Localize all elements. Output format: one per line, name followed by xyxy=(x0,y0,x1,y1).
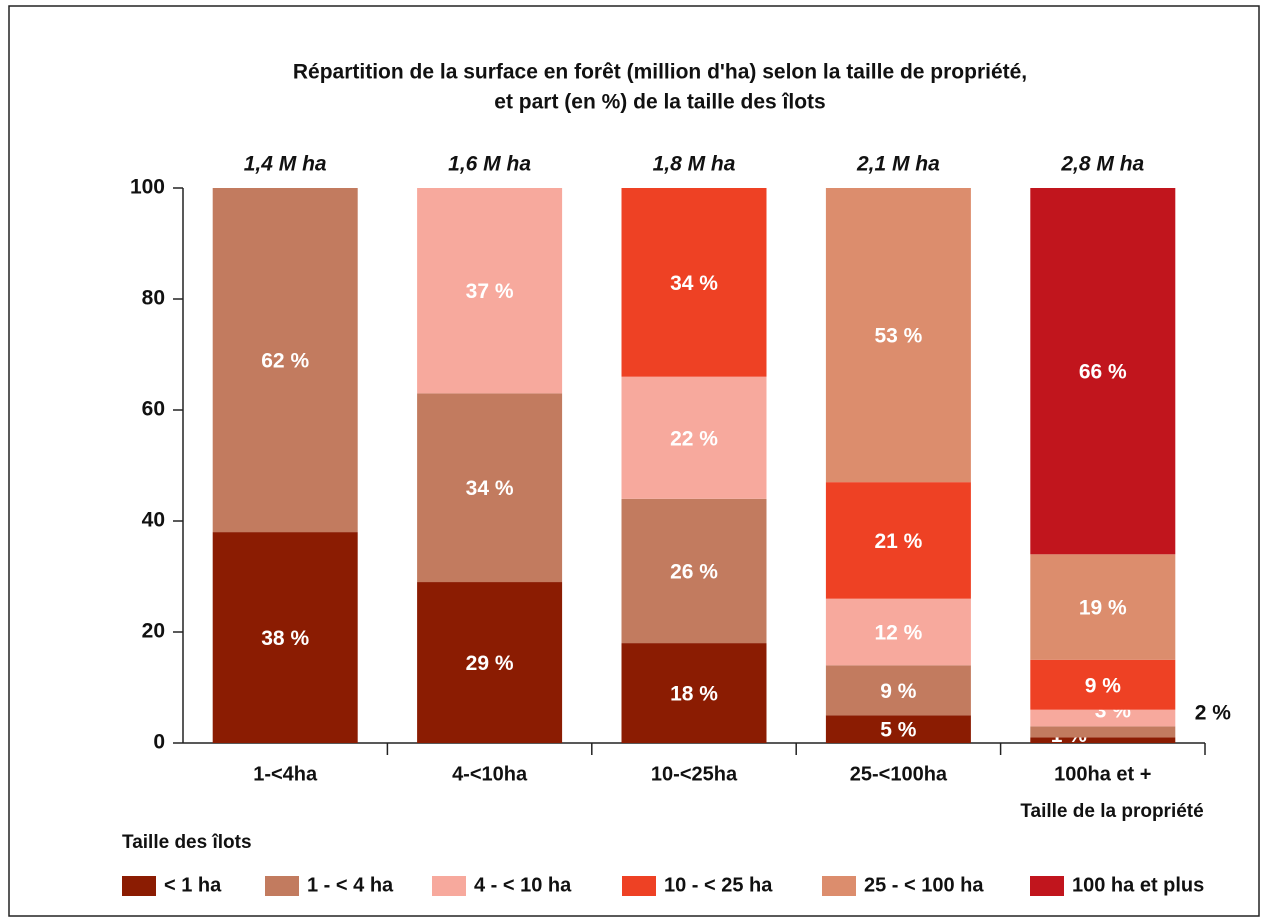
bar-segment xyxy=(212,532,358,743)
legend-label: 25 - < 100 ha xyxy=(864,874,984,896)
legend-swatch xyxy=(265,876,299,896)
frame xyxy=(8,5,1260,917)
x-tick-label: 100ha et + xyxy=(1054,763,1151,785)
data-label: 29 % xyxy=(466,652,514,675)
data-label: 22 % xyxy=(670,427,718,450)
x-axis-label: Taille de la propriété xyxy=(1020,801,1203,822)
data-label: 19 % xyxy=(1079,597,1127,620)
legend-label: 1 - < 4 ha xyxy=(307,874,394,896)
chart-subtitle: et part (en %) de la taille des îlots xyxy=(494,91,825,114)
total-label: 2,1 M ha xyxy=(856,153,940,176)
bar-segment xyxy=(1030,554,1176,660)
legend-label: 4 - < 10 ha xyxy=(474,874,572,896)
bar-segment xyxy=(417,393,563,583)
x-tick-label: 1-<4ha xyxy=(253,763,318,785)
data-label: 9 % xyxy=(1085,674,1122,697)
legend-label: 100 ha et plus xyxy=(1072,874,1204,896)
data-label: 34 % xyxy=(466,477,514,500)
bar-segment xyxy=(212,188,358,533)
x-tick-label: 25-<100ha xyxy=(850,763,948,785)
bar-segment xyxy=(621,376,767,499)
data-label: 18 % xyxy=(670,683,718,706)
data-label: 2 % xyxy=(1195,701,1232,724)
bar-segment xyxy=(825,715,971,743)
legend-label: 10 - < 25 ha xyxy=(664,874,773,896)
bar-segment xyxy=(417,582,563,743)
bar-segment xyxy=(621,643,767,743)
total-label: 1,6 M ha xyxy=(448,153,531,176)
data-label: 34 % xyxy=(670,272,718,295)
chart-title: Répartition de la surface en forêt (mill… xyxy=(293,61,1027,84)
data-label: 5 % xyxy=(880,719,917,742)
data-label: 38 % xyxy=(261,627,309,650)
total-label: 2,8 M ha xyxy=(1060,153,1144,176)
bar-segment xyxy=(825,188,971,483)
legend-swatch xyxy=(122,876,156,896)
bar-segment xyxy=(1030,726,1176,738)
data-label: 53 % xyxy=(874,325,922,348)
bar-segment xyxy=(1030,659,1176,710)
data-label: 26 % xyxy=(670,560,718,583)
y-tick-label: 100 xyxy=(130,176,165,199)
x-tick-label: 10-<25ha xyxy=(651,763,738,785)
data-label: 62 % xyxy=(261,350,309,373)
y-tick-label: 60 xyxy=(142,398,165,421)
data-label: 12 % xyxy=(874,622,922,645)
legend-swatch xyxy=(622,876,656,896)
legend-swatch xyxy=(432,876,466,896)
bar-segment xyxy=(621,188,767,377)
legend-swatch xyxy=(1030,876,1064,896)
x-tick-label: 4-<10ha xyxy=(452,763,528,785)
bar-segment xyxy=(825,482,971,599)
bar-segment xyxy=(417,188,563,394)
total-label: 1,4 M ha xyxy=(244,153,327,176)
bar-segment xyxy=(825,665,971,716)
bar-segment xyxy=(1030,709,1176,727)
y-tick-label: 0 xyxy=(153,731,165,754)
legend-label: < 1 ha xyxy=(164,874,222,896)
y-tick-label: 40 xyxy=(142,509,165,532)
bar-segment xyxy=(825,598,971,666)
legend-title: Taille des îlots xyxy=(122,832,252,853)
bar-segment xyxy=(621,498,767,644)
total-label: 1,8 M ha xyxy=(653,153,736,176)
y-tick-label: 20 xyxy=(142,620,165,643)
data-label: 66 % xyxy=(1079,361,1127,384)
data-label: 37 % xyxy=(466,280,514,303)
bar-segment xyxy=(1030,188,1176,555)
bar-segment xyxy=(1030,737,1176,743)
data-label: 9 % xyxy=(880,680,917,703)
legend-swatch xyxy=(822,876,856,896)
data-label: 21 % xyxy=(874,530,922,553)
y-tick-label: 80 xyxy=(142,287,165,310)
